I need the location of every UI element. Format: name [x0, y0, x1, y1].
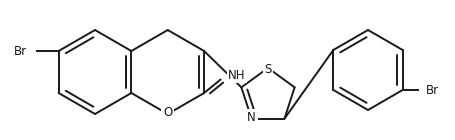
Text: N: N: [247, 111, 255, 124]
Text: NH: NH: [228, 68, 245, 81]
Text: Br: Br: [425, 83, 438, 96]
Text: O: O: [163, 107, 172, 120]
Text: S: S: [264, 62, 271, 75]
Text: Br: Br: [14, 45, 26, 58]
